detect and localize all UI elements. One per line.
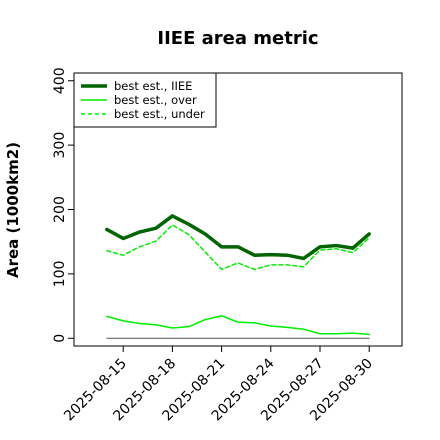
y-tick-label: 0: [52, 334, 68, 343]
y-tick-label: 200: [52, 196, 68, 223]
y-axis-label: Area (1000km2): [4, 142, 22, 278]
legend-label: best est., over: [114, 93, 197, 107]
x-axis: 2025-08-152025-08-182025-08-212025-08-24…: [61, 346, 376, 424]
y-tick-label: 100: [52, 261, 68, 288]
series-line-1: [106, 314, 370, 336]
legend-label: best est., under: [114, 107, 205, 121]
chart-title: IIEE area metric: [157, 28, 318, 49]
series-line-0: [105, 214, 371, 261]
y-tick-label: 400: [52, 67, 68, 94]
y-tick-label: 300: [52, 132, 68, 159]
series-layer: [105, 214, 371, 339]
series-line-2: [106, 224, 370, 271]
legend-label: best est., IIEE: [114, 79, 192, 93]
y-axis: 0 100 200 300 400: [52, 67, 74, 343]
